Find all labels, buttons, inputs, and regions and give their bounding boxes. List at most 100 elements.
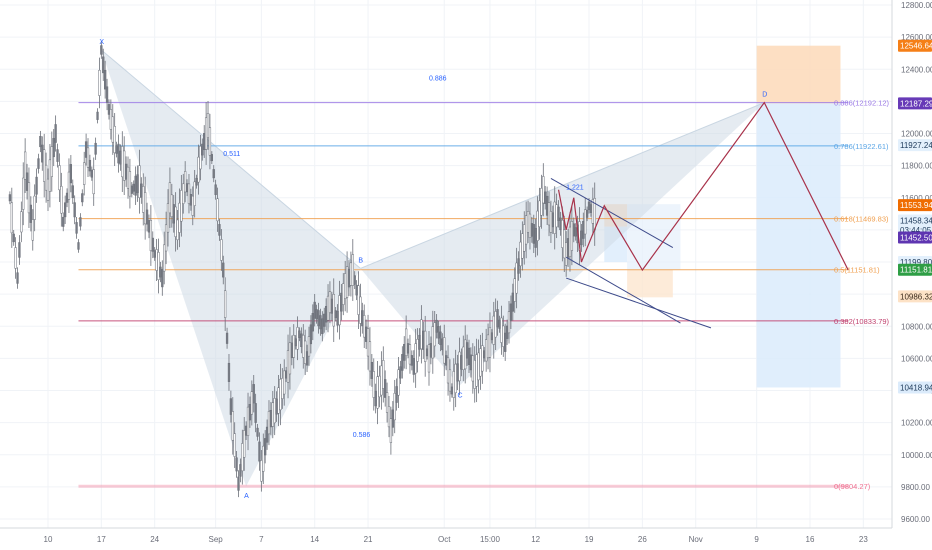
- price-tick-label: 11600.00: [901, 194, 932, 203]
- candle-body: [498, 319, 501, 329]
- price-tick-label: 9800.00: [901, 483, 930, 492]
- candle-body: [155, 249, 158, 271]
- candle-body: [130, 185, 133, 194]
- candle-body: [58, 165, 61, 191]
- candle-body: [16, 272, 19, 284]
- candle-body: [384, 379, 387, 398]
- candle-body: [189, 194, 193, 206]
- candle-body: [441, 338, 444, 351]
- trend-line: [565, 277, 712, 329]
- candle-body: [279, 378, 282, 411]
- candle-body: [84, 141, 88, 158]
- candle-body: [481, 345, 484, 372]
- price-tick-label: 12600.00: [901, 33, 932, 42]
- candle-body: [185, 183, 189, 193]
- candle-body: [319, 315, 322, 330]
- candle-body: [46, 178, 50, 201]
- candle-body: [277, 387, 280, 414]
- candle-body: [138, 165, 141, 198]
- candle-body: [267, 411, 271, 435]
- candle-body: [79, 217, 82, 227]
- candle-body: [572, 223, 575, 237]
- candle-body: [83, 162, 86, 185]
- candle-body: [201, 143, 204, 156]
- price-badge-label: 12187.29: [900, 99, 932, 108]
- candle-body: [56, 149, 59, 162]
- candle-body: [416, 338, 419, 362]
- candle-body: [568, 226, 572, 258]
- price-tick-label: 9600.00: [901, 515, 930, 524]
- candle-body: [222, 262, 225, 278]
- candle-body: [136, 174, 139, 194]
- candle-body: [492, 315, 495, 345]
- time-tick-label: 23: [859, 535, 868, 544]
- candle-body: [124, 163, 128, 180]
- candle-body: [117, 143, 120, 164]
- candle-body: [368, 341, 372, 372]
- candle-body: [300, 333, 303, 348]
- time-tick-label: Oct: [438, 535, 451, 544]
- projection-path: [557, 101, 849, 272]
- candle-body: [534, 228, 537, 248]
- candle-body: [324, 305, 328, 323]
- candle-body: [347, 268, 351, 288]
- candle-body: [410, 355, 414, 366]
- price-badge-label: 11553.94: [900, 201, 932, 210]
- candle-body: [48, 159, 52, 192]
- candle-body: [250, 391, 253, 415]
- candle-body: [544, 191, 547, 204]
- candle-body: [344, 273, 347, 299]
- candle-body: [549, 211, 553, 233]
- candle-body: [536, 210, 539, 241]
- candle-body: [302, 334, 305, 358]
- candle-body: [408, 344, 412, 365]
- fib-level-label: 0(9804.27): [834, 482, 871, 491]
- candle-body: [513, 278, 516, 302]
- price-badge: [898, 97, 932, 110]
- price-badge-label: 11452.50: [900, 234, 932, 243]
- candle-body: [178, 202, 181, 233]
- time-tick-label: 26: [638, 535, 647, 544]
- price-tick-label: 10000.00: [901, 451, 932, 460]
- candle-body: [184, 171, 187, 193]
- candle-body: [574, 227, 577, 237]
- candle-body: [496, 309, 499, 328]
- price-tick-label: 10800.00: [901, 322, 932, 331]
- candle-body: [92, 169, 95, 195]
- candle-body: [113, 126, 116, 154]
- candle-body: [252, 384, 255, 404]
- pattern-triangle-xab: [101, 49, 361, 487]
- candle-body: [294, 338, 297, 347]
- candle-body: [307, 336, 311, 357]
- candle-body: [538, 200, 541, 228]
- candle-body: [582, 220, 585, 239]
- candle-body: [145, 209, 149, 225]
- fib-level-label: 0.382(10833.79): [834, 317, 890, 326]
- candle-body: [180, 190, 183, 222]
- candle-body: [566, 238, 570, 258]
- candle-body: [37, 158, 40, 169]
- time-tick-label: 7: [259, 535, 264, 544]
- candle-body: [366, 328, 370, 357]
- candle-body: [589, 204, 593, 213]
- candle-body: [422, 330, 425, 350]
- candle-body: [214, 184, 217, 195]
- candle-body: [283, 370, 286, 395]
- candle-body: [244, 425, 248, 436]
- candle-body: [166, 203, 170, 233]
- price-badge: [898, 381, 932, 394]
- pattern-ratio-label: 0.586: [353, 432, 371, 439]
- candle-body: [526, 210, 530, 233]
- candle-body: [231, 411, 234, 441]
- candle-body: [73, 202, 76, 218]
- candle-body: [374, 390, 377, 407]
- candle-body: [191, 195, 194, 216]
- candle-body: [35, 176, 38, 195]
- target-zone-upper: [756, 45, 841, 104]
- price-badge-label: 03:44:05: [900, 226, 932, 235]
- candle-body: [246, 406, 250, 436]
- candle-body: [273, 398, 276, 424]
- candle-body: [157, 252, 160, 280]
